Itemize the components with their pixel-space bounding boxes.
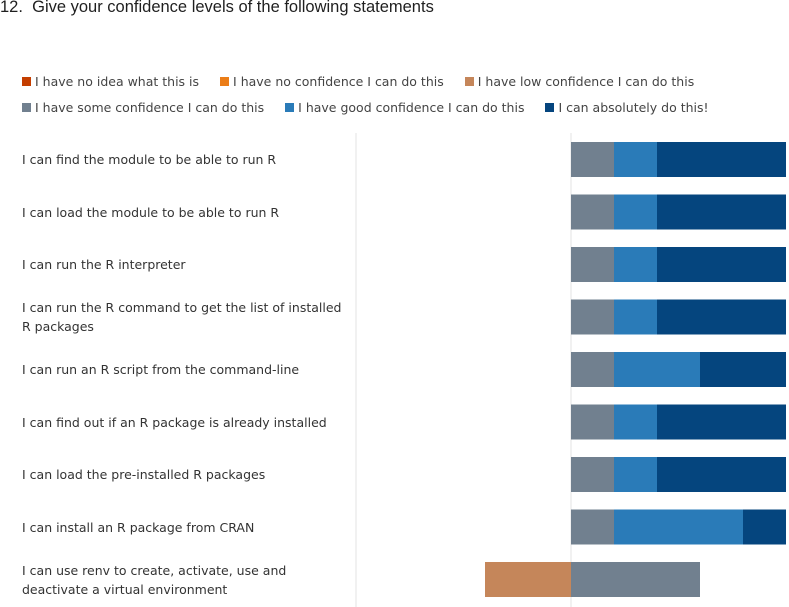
bar-segment (571, 247, 614, 282)
bar-segment (743, 509, 786, 545)
legend-swatch (545, 102, 555, 112)
category-label: I can load the pre-installed R packages (22, 467, 266, 482)
bar-segment (571, 142, 614, 177)
bar-segment (571, 562, 700, 597)
bar-segment (614, 247, 657, 282)
category-label: I can load the module to be able to run … (22, 204, 280, 220)
bar-segment (485, 562, 571, 597)
bar-segment (657, 404, 786, 440)
bar-segment (657, 247, 786, 282)
bar-segment (614, 299, 657, 335)
category-label: I can run the R command to get the list … (22, 300, 342, 334)
legend-label: I have no confidence I can do this (233, 73, 444, 89)
legend-item: I have no idea what this is (22, 74, 199, 89)
legend-swatch (22, 76, 31, 86)
category-label: I can install an R package from CRAN (22, 519, 255, 535)
question-title: 12. Give your confidence levels of the f… (0, 0, 434, 17)
bar-segment (700, 352, 786, 387)
legend-label: I have no idea what this is (35, 73, 200, 89)
category-label: I can find out if an R package is alread… (22, 414, 327, 430)
bar-segment (657, 194, 786, 230)
legend-row: I have no idea what this is I have no co… (22, 68, 782, 94)
bar-segment (614, 509, 743, 545)
bar-segment (657, 299, 786, 335)
legend-label: I have some confidence I can do this (35, 99, 265, 115)
bar-segment (614, 142, 657, 177)
legend-swatch (22, 102, 31, 112)
question-text: Give your confidence levels of the follo… (32, 0, 434, 16)
legend-label: I have good confidence I can do this (298, 99, 525, 115)
question-number: 12. (0, 0, 23, 16)
legend-item: I have some confidence I can do this (22, 100, 264, 115)
bar-segment (571, 299, 614, 335)
bar-segment (657, 142, 786, 177)
legend-item: I have no confidence I can do this (220, 74, 444, 89)
category-label: I can run an R script from the command-l… (22, 362, 300, 377)
legend-item: I have low confidence I can do this (464, 73, 695, 89)
legend-label: I can absolutely do this! (558, 99, 709, 115)
bar-segment (571, 404, 614, 440)
bar-segment (571, 194, 614, 230)
category-label: I can run the R interpreter (22, 257, 186, 272)
bar-segment (614, 404, 657, 440)
legend-row: I have some confidence I can do this I h… (22, 94, 782, 120)
category-label: I can use renv to create, activate, use … (22, 562, 287, 597)
category-label: I can find the module to be able to run … (22, 152, 277, 167)
bar-segment (571, 509, 614, 545)
legend-swatch (220, 76, 230, 86)
legend-item: I have good confidence I can do this (285, 100, 524, 115)
bar-segment (614, 457, 657, 492)
bar-segment (571, 457, 614, 492)
bar-segment (614, 194, 657, 230)
legend-label: I have low confidence I can do this (477, 73, 695, 89)
chart-legend: I have no idea what this is I have no co… (22, 68, 782, 120)
bar-segment (571, 352, 614, 387)
legend-item: I can absolutely do this! (545, 99, 709, 115)
legend-swatch (464, 76, 474, 86)
bar-segment (657, 457, 786, 492)
bar-segment (614, 352, 700, 387)
legend-swatch (285, 102, 295, 112)
